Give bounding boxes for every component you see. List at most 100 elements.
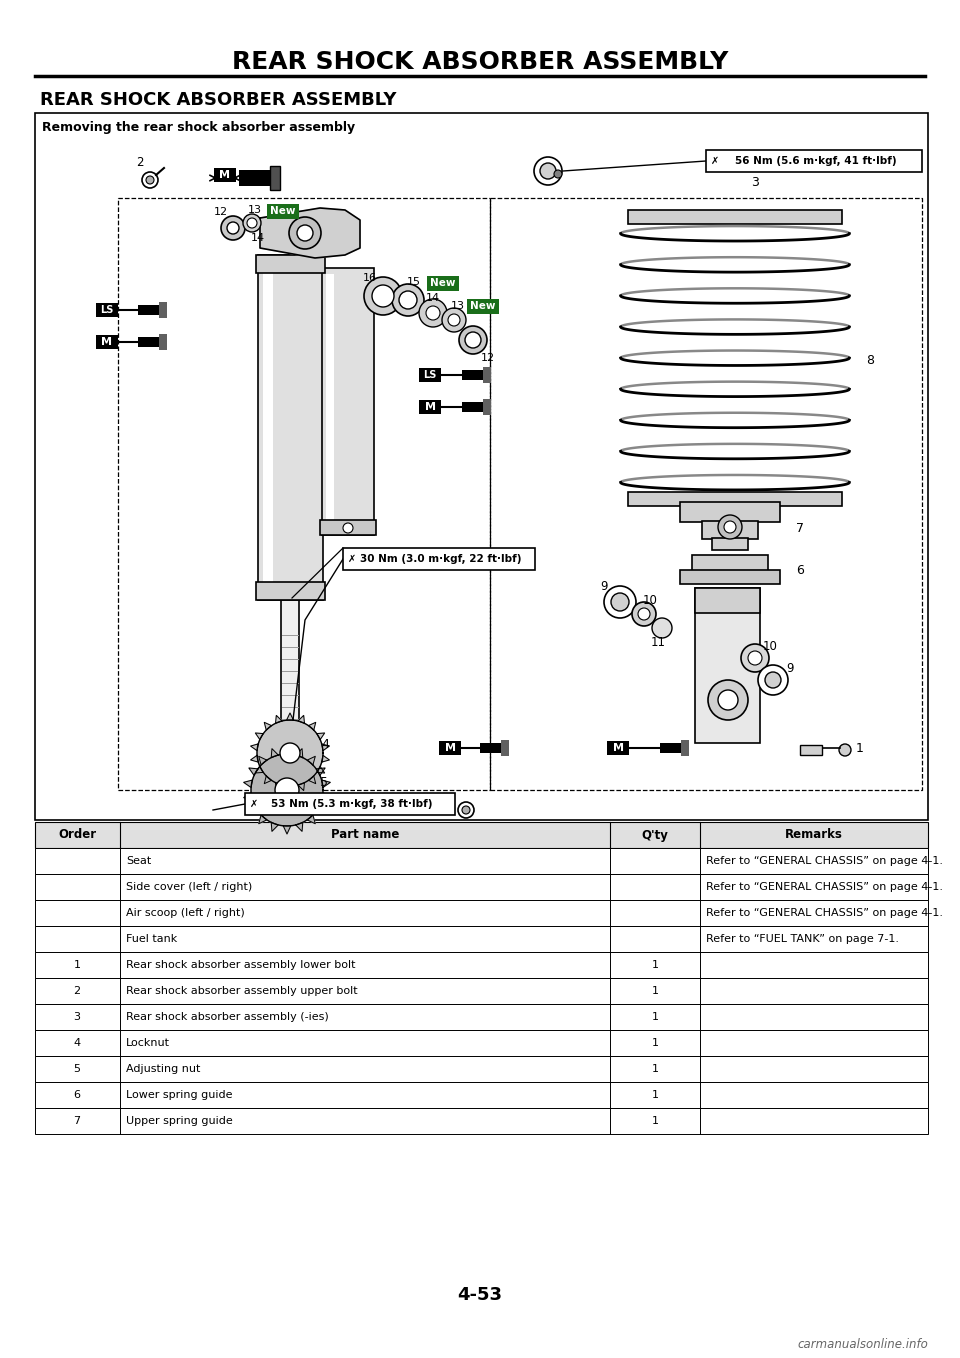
Circle shape	[748, 650, 762, 665]
Text: 2: 2	[73, 986, 81, 995]
Circle shape	[297, 225, 313, 240]
Polygon shape	[283, 746, 291, 754]
Polygon shape	[322, 755, 329, 762]
Text: Rear shock absorber assembly (-ies): Rear shock absorber assembly (-ies)	[126, 1012, 328, 1023]
Text: Refer to “GENERAL CHASSIS” on page 4-1.: Refer to “GENERAL CHASSIS” on page 4-1.	[706, 856, 943, 866]
Bar	[480, 743, 502, 752]
Circle shape	[741, 644, 769, 672]
Bar	[96, 335, 118, 349]
Circle shape	[459, 326, 487, 354]
Bar	[343, 549, 535, 570]
Bar	[258, 255, 323, 600]
Text: 3: 3	[74, 1012, 81, 1023]
Text: 4-53: 4-53	[458, 1286, 502, 1304]
Bar	[256, 255, 325, 273]
Circle shape	[652, 618, 672, 638]
Circle shape	[364, 277, 402, 315]
Circle shape	[142, 172, 158, 187]
Bar	[695, 588, 760, 743]
Text: REAR SHOCK ABSORBER ASSEMBLY: REAR SHOCK ABSORBER ASSEMBLY	[40, 91, 396, 109]
Polygon shape	[307, 756, 315, 765]
Text: 13: 13	[248, 205, 262, 215]
Polygon shape	[316, 769, 325, 775]
Bar	[35, 926, 928, 952]
Text: 12: 12	[214, 206, 228, 217]
Text: 15: 15	[407, 277, 421, 287]
Bar	[118, 198, 490, 790]
Text: REAR SHOCK ABSORBER ASSEMBLY: REAR SHOCK ABSORBER ASSEMBLY	[231, 50, 729, 73]
Text: Part name: Part name	[331, 828, 399, 842]
Bar	[267, 204, 299, 219]
Polygon shape	[272, 748, 278, 758]
Polygon shape	[249, 805, 258, 812]
Bar	[326, 274, 334, 530]
Circle shape	[554, 170, 562, 178]
Circle shape	[632, 602, 656, 626]
Polygon shape	[322, 779, 330, 788]
Polygon shape	[322, 744, 329, 751]
Bar	[501, 740, 509, 756]
Text: 1: 1	[652, 1038, 659, 1048]
Polygon shape	[298, 716, 304, 724]
Text: Rear shock absorber assembly upper bolt: Rear shock absorber assembly upper bolt	[126, 986, 358, 995]
Bar	[427, 276, 459, 291]
Polygon shape	[251, 754, 323, 826]
Bar	[483, 367, 491, 383]
Circle shape	[227, 221, 239, 234]
Bar	[35, 1057, 928, 1082]
Circle shape	[221, 216, 245, 240]
Text: 7: 7	[796, 521, 804, 535]
Circle shape	[462, 807, 470, 813]
Circle shape	[724, 521, 736, 532]
Bar	[628, 492, 842, 507]
Text: Fuel tank: Fuel tank	[126, 934, 178, 944]
Polygon shape	[264, 722, 272, 731]
Polygon shape	[296, 823, 302, 831]
Text: New: New	[430, 278, 456, 288]
Text: Refer to “GENERAL CHASSIS” on page 4-1.: Refer to “GENERAL CHASSIS” on page 4-1.	[706, 909, 943, 918]
Text: M: M	[220, 170, 230, 181]
Text: M: M	[612, 743, 623, 752]
Polygon shape	[249, 769, 258, 775]
Text: 56 Nm (5.6 m·kgf, 41 ft·lbf): 56 Nm (5.6 m·kgf, 41 ft·lbf)	[735, 156, 897, 166]
Bar	[96, 303, 118, 316]
Bar	[467, 299, 499, 314]
Text: 4: 4	[321, 739, 329, 751]
Text: 13: 13	[451, 301, 465, 311]
Text: 1: 1	[856, 741, 864, 755]
Bar	[483, 399, 491, 416]
Polygon shape	[308, 775, 316, 784]
Bar	[35, 1029, 928, 1057]
Text: M: M	[444, 743, 455, 752]
Bar	[281, 600, 299, 755]
Bar	[35, 1108, 928, 1134]
Circle shape	[638, 608, 650, 621]
Bar	[800, 746, 822, 755]
Text: 14: 14	[426, 293, 440, 303]
Text: Side cover (left / right): Side cover (left / right)	[126, 881, 252, 892]
Circle shape	[392, 284, 424, 316]
Text: Rear shock absorber assembly lower bolt: Rear shock absorber assembly lower bolt	[126, 960, 355, 970]
Polygon shape	[296, 748, 302, 758]
Circle shape	[465, 331, 481, 348]
Text: New: New	[470, 301, 495, 311]
Bar	[270, 166, 280, 190]
Polygon shape	[255, 733, 263, 740]
Bar	[35, 978, 928, 1004]
Text: 7: 7	[73, 1116, 81, 1126]
Text: 6: 6	[74, 1090, 81, 1100]
Text: 6: 6	[796, 564, 804, 577]
Bar	[695, 588, 760, 612]
Polygon shape	[283, 826, 291, 834]
Text: Seat: Seat	[126, 856, 152, 866]
Text: LS: LS	[423, 369, 437, 380]
Circle shape	[372, 285, 394, 307]
Text: 1: 1	[652, 1116, 659, 1126]
Polygon shape	[317, 733, 324, 740]
Bar	[263, 263, 273, 592]
Bar	[35, 900, 928, 926]
Bar	[35, 875, 928, 900]
Bar	[680, 502, 780, 521]
Text: 1: 1	[652, 1090, 659, 1100]
Circle shape	[399, 291, 417, 310]
